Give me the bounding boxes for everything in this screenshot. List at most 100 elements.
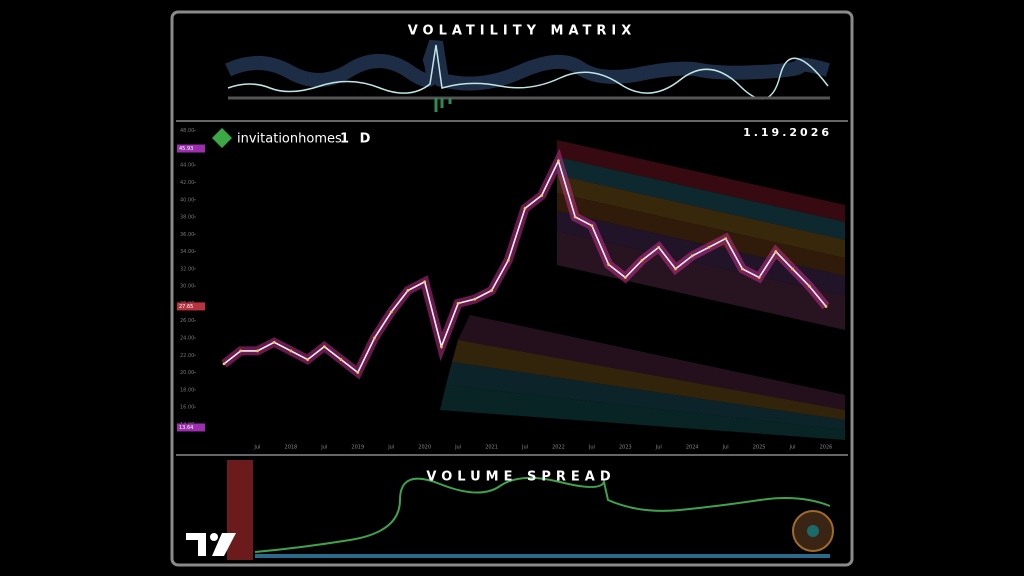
price-point <box>540 194 544 197</box>
interval: 1 D <box>340 132 373 147</box>
price-point <box>222 362 226 366</box>
x-tick-label: 2026 <box>820 445 833 451</box>
x-tick-label: Jul <box>521 445 528 451</box>
band <box>557 231 845 330</box>
chart-title: VOLATILITY MATRIX <box>408 24 637 39</box>
logo-part <box>212 533 236 556</box>
price-point <box>557 159 560 163</box>
price-point <box>406 289 410 292</box>
price-point <box>506 258 510 262</box>
y-tick-label: 32.00 <box>180 266 194 272</box>
price-point <box>239 349 243 353</box>
y-tick-label: 38.00 <box>180 215 194 221</box>
y-tick-label: 34.00 <box>180 249 194 255</box>
x-tick-label: Jul <box>253 445 260 451</box>
y-tick-label: 42.00 <box>180 180 194 186</box>
volume-panel <box>227 460 834 560</box>
x-tick-label: Jul <box>320 445 327 451</box>
y-tick-label: 44.00 <box>180 163 194 169</box>
y-tick-label: 16.00 <box>180 405 194 411</box>
price-point <box>272 340 276 344</box>
price-point <box>791 267 794 271</box>
price-point <box>573 215 577 219</box>
logo-part <box>186 533 206 540</box>
x-tick-label: Jul <box>789 445 796 451</box>
price-point <box>389 310 393 314</box>
price-point <box>322 345 326 349</box>
price-point <box>707 245 711 249</box>
x-tick-label: 2021 <box>485 445 498 451</box>
y-tick-label: 22.00 <box>180 353 194 359</box>
price-point <box>690 254 694 258</box>
price-point <box>473 297 477 301</box>
y-tick-label: 30.00 <box>180 284 194 290</box>
x-tick-label: 2024 <box>686 445 699 451</box>
price-point <box>373 336 376 340</box>
price-point <box>824 305 828 308</box>
price-point <box>623 276 627 279</box>
date: 1.19.2026 <box>743 126 832 139</box>
price-tag-label: 13.64 <box>179 425 193 431</box>
price-tag <box>177 144 205 153</box>
y-tick-label: 24.00 <box>180 335 194 341</box>
y-tick-label: 20.00 <box>180 370 194 376</box>
symbol: invitationhomes <box>237 132 342 147</box>
price-point <box>807 284 811 288</box>
x-tick-label: 2023 <box>619 445 632 451</box>
band <box>557 140 845 222</box>
price-point <box>774 250 778 253</box>
vol-band <box>225 39 830 91</box>
channel-lower <box>440 315 845 440</box>
price-point <box>640 258 644 262</box>
band <box>458 315 845 410</box>
x-tick-label: 2025 <box>753 445 766 451</box>
y-tick-label: 26.00 <box>180 318 194 324</box>
price-point <box>423 280 427 284</box>
price-point <box>523 206 527 210</box>
band <box>557 175 845 258</box>
price-point <box>356 371 360 374</box>
price-point <box>757 276 761 279</box>
x-tick-label: Jul <box>454 445 461 451</box>
volume-shade <box>227 460 253 560</box>
price-tag <box>177 302 205 311</box>
logo-part <box>210 533 218 541</box>
price-point <box>289 349 293 353</box>
price-tag-label: 45.93 <box>179 146 193 152</box>
price-point <box>657 245 661 249</box>
vol-histogram <box>434 98 452 112</box>
price-point <box>590 224 594 228</box>
price-point <box>439 345 443 349</box>
x-tick-label: 2018 <box>285 445 298 451</box>
price-point <box>607 263 611 266</box>
band <box>440 385 845 440</box>
price-point <box>456 302 460 305</box>
x-tick-label: Jul <box>722 445 729 451</box>
y-tick-label: 48.00 <box>180 128 194 134</box>
x-tick-label: 2022 <box>552 445 565 451</box>
price-point <box>724 237 728 241</box>
logo-icon <box>212 128 232 148</box>
band <box>452 340 845 420</box>
price-point <box>256 349 259 353</box>
frame <box>170 10 854 567</box>
volatility-panel <box>225 39 830 112</box>
price-point <box>740 267 744 271</box>
volume-line <box>254 476 831 553</box>
x-tick-label: 2019 <box>351 445 364 451</box>
chart-subtitle: VOLUME SPREAD <box>426 470 615 485</box>
eye-iris <box>807 525 819 537</box>
tv-logo <box>186 533 236 556</box>
y-tick-label: 18.00 <box>180 387 194 393</box>
x-tick-label: Jul <box>387 445 394 451</box>
x-tick-label: 2020 <box>418 445 431 451</box>
price-point <box>306 358 310 361</box>
band <box>446 362 845 430</box>
y-tick-label: 40.00 <box>180 197 194 203</box>
logo-part <box>198 533 206 556</box>
price-point <box>674 267 677 271</box>
price-point <box>339 358 343 361</box>
x-tick-label: Jul <box>588 445 595 451</box>
